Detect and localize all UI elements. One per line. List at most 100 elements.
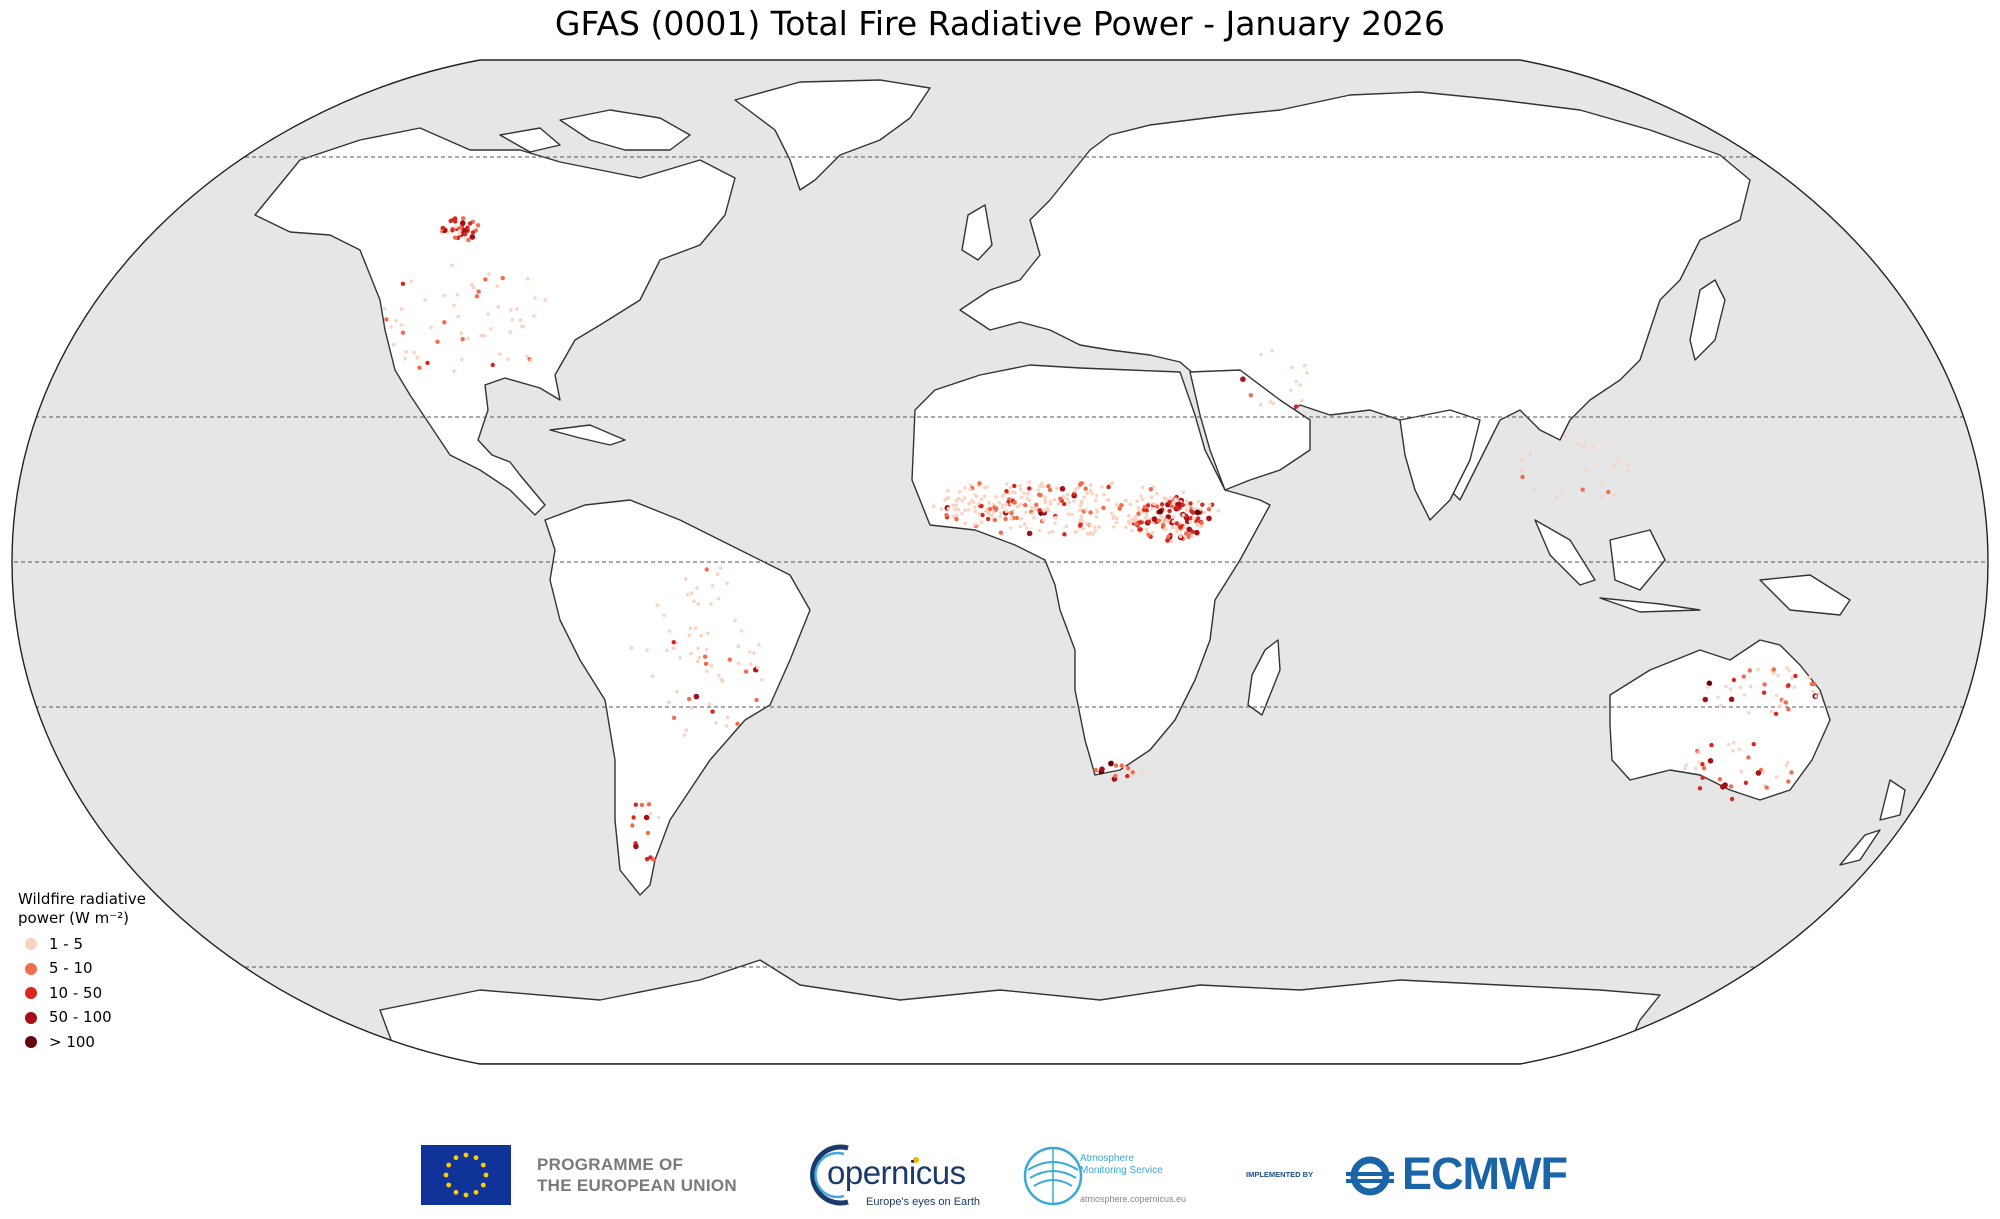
fire-point <box>409 279 414 284</box>
fire-point <box>510 317 514 322</box>
fire-point <box>1094 493 1099 498</box>
fire-point <box>1048 502 1053 507</box>
fire-point <box>702 654 708 659</box>
arabian-peninsula <box>1189 369 1311 491</box>
fire-point <box>646 802 652 807</box>
fire-point <box>429 325 433 330</box>
fire-point <box>1743 780 1749 785</box>
eu-flag-icon <box>421 1145 511 1205</box>
fire-point <box>1018 524 1023 529</box>
fire-point <box>1081 526 1086 531</box>
fire-point <box>678 656 682 660</box>
fire-point <box>1174 521 1180 526</box>
fire-point <box>1119 763 1125 768</box>
fire-point <box>703 661 709 666</box>
fire-point <box>1599 494 1604 499</box>
fire-point <box>440 226 445 231</box>
fire-point <box>417 365 422 370</box>
fire-point <box>1125 766 1131 771</box>
arctic-islands <box>559 109 691 151</box>
fire-point <box>987 511 991 516</box>
fire-point <box>989 513 994 518</box>
fire-point <box>1037 492 1042 497</box>
fire-point <box>665 648 669 653</box>
fire-point <box>1082 495 1086 500</box>
fire-point <box>629 646 634 650</box>
fire-point <box>1000 505 1005 510</box>
fire-point <box>460 336 465 342</box>
fire-point <box>1178 534 1183 539</box>
fire-point <box>1184 508 1189 512</box>
fire-point <box>1756 667 1761 672</box>
fire-point <box>1009 510 1014 516</box>
fire-point <box>470 230 476 235</box>
eu-star <box>446 1162 452 1168</box>
fire-point <box>973 505 977 509</box>
fire-point <box>1188 519 1193 524</box>
fire-point <box>525 354 529 359</box>
eu-star <box>463 1192 469 1198</box>
fire-point <box>452 369 456 373</box>
fire-point <box>1137 527 1142 532</box>
fire-point <box>977 481 982 486</box>
fire-point <box>1138 520 1143 525</box>
fire-point <box>1298 383 1303 387</box>
fire-point <box>1727 742 1731 747</box>
fire-point <box>1053 515 1058 520</box>
fire-point <box>1731 677 1737 683</box>
fire-point <box>1134 515 1138 519</box>
fire-point <box>391 343 396 347</box>
fire-point <box>1136 511 1141 516</box>
fire-point <box>1155 504 1160 509</box>
fire-point <box>967 502 971 506</box>
fire-point <box>709 602 713 606</box>
fire-point <box>715 572 720 576</box>
cams-url: atmosphere.copernicus.eu <box>1080 1194 1187 1204</box>
fire-point <box>752 651 756 655</box>
fire-point <box>1047 530 1051 535</box>
fire-point <box>1186 534 1191 539</box>
fire-point <box>1200 502 1205 507</box>
fire-point <box>705 669 709 674</box>
fire-point <box>1136 506 1141 510</box>
fire-point <box>689 591 694 595</box>
fire-point <box>689 706 694 710</box>
fire-point <box>1270 349 1274 353</box>
cuba <box>549 424 626 446</box>
fire-point <box>1163 527 1168 532</box>
fire-point <box>980 512 985 518</box>
fire-point <box>633 843 639 850</box>
fire-point <box>1005 482 1009 486</box>
fire-point <box>973 493 977 497</box>
fire-point <box>404 349 408 354</box>
fire-point <box>1045 506 1050 511</box>
fire-point <box>1067 500 1071 505</box>
fire-point <box>714 721 718 725</box>
fire-point <box>1088 488 1093 493</box>
fire-point <box>479 333 483 338</box>
fire-point <box>423 298 428 302</box>
fire-point <box>1258 402 1263 407</box>
fire-point <box>1171 519 1176 524</box>
legend-swatch-2 <box>25 962 37 975</box>
latitude-gridlines <box>12 156 1988 968</box>
fire-point <box>1083 507 1088 512</box>
fire-point <box>450 263 454 268</box>
fire-point <box>987 506 993 512</box>
fire-point <box>496 305 501 309</box>
fire-point <box>1142 504 1148 510</box>
fire-point <box>1043 498 1048 503</box>
fire-point <box>1167 500 1172 505</box>
fire-point <box>1742 693 1747 697</box>
fire-point <box>1100 485 1104 489</box>
eu-star <box>453 1155 459 1161</box>
legend-title-line1: Wildfire radiative <box>18 890 147 908</box>
fire-point <box>696 646 700 651</box>
fire-point <box>1014 515 1019 521</box>
fire-point <box>983 509 988 513</box>
fire-point <box>1139 494 1143 498</box>
fire-point <box>1149 495 1154 500</box>
fire-point <box>1626 468 1630 473</box>
fire-point <box>452 235 458 240</box>
